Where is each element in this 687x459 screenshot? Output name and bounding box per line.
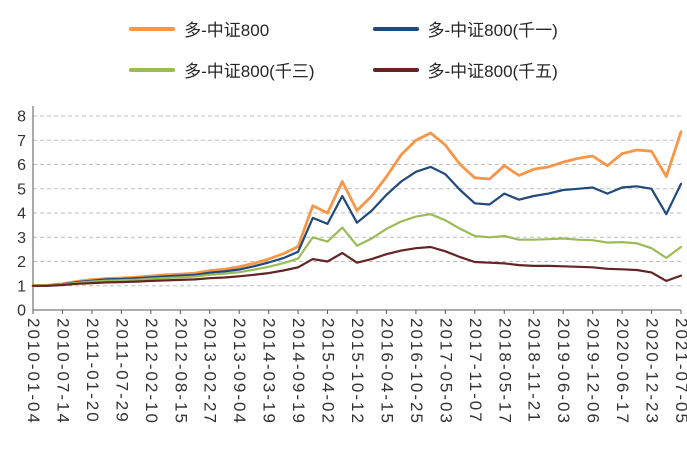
x-axis-tick-label: 2019-06-03	[554, 318, 573, 425]
x-axis-tick-label: 2012-08-15	[171, 318, 190, 425]
y-axis-tick-label: 7	[17, 133, 26, 150]
x-axis-tick-label: 2013-09-04	[230, 318, 249, 425]
x-axis-tick-label: 2019-12-06	[584, 318, 603, 425]
y-axis-tick-label: 5	[17, 181, 26, 198]
x-axis-tick-label: 2011-07-29	[112, 318, 131, 424]
x-axis-tick-label: 2020-06-17	[613, 318, 632, 425]
x-axis-tick-label: 2014-03-19	[260, 318, 279, 425]
y-axis-tick-label: 3	[17, 230, 26, 247]
legend-label-csi800-k3: 多-中证800(千三)	[184, 62, 315, 81]
x-axis-tick-label: 2016-04-15	[377, 318, 396, 425]
x-axis-tick-label: 2010-07-14	[53, 318, 72, 425]
x-axis-tick-label: 2018-11-21	[525, 318, 544, 424]
chart-legend: 多-中证800 多-中证800(千一) 多-中证800(千三) 多-中证800(…	[0, 0, 687, 92]
y-axis-tick-label: 6	[17, 157, 26, 174]
x-axis-tick-label: 2017-05-03	[436, 318, 455, 425]
x-axis-tick-label: 2015-10-12	[348, 318, 367, 425]
x-axis-tick-label: 2018-05-17	[495, 318, 514, 425]
legend-line-swatch-csi800-k1	[372, 26, 419, 31]
x-axis-tick-label: 2021-07-05	[672, 318, 687, 425]
x-axis-tick-label: 2013-02-27	[201, 318, 220, 425]
y-axis-tick-label: 1	[17, 278, 26, 295]
y-axis-tick-label: 2	[17, 254, 26, 271]
legend-item-csi800-k5: 多-中证800(千五)	[372, 57, 558, 82]
x-axis-tick-label: 2014-09-19	[289, 318, 308, 425]
legend-item-csi800-k1: 多-中证800(千一)	[372, 16, 558, 41]
legend-label-csi800-k1: 多-中证800(千一)	[427, 21, 558, 40]
series-line-2	[31, 213, 683, 287]
x-axis-tick-label: 2017-11-07	[466, 318, 485, 424]
line-chart: 0 1 2 3 4 5 6 7 8 2010-01-04 2010-07-14 2011-01-20 2…	[17, 106, 687, 425]
legend-label-csi800-k5: 多-中证800(千五)	[427, 62, 558, 81]
y-axis-tick-label: 8	[17, 109, 26, 126]
legend-item-csi800: 多-中证800	[129, 16, 314, 41]
x-axis-tick-label: 2011-01-20	[83, 318, 102, 424]
series-line-3	[31, 245, 683, 287]
x-axis-tick-label: 2016-10-25	[407, 318, 426, 425]
x-axis-tick-label: 2020-12-23	[643, 318, 662, 425]
y-axis-tick-label: 4	[17, 206, 26, 223]
y-axis-tick-label: 0	[17, 303, 26, 320]
x-axis-tick-label: 2010-01-04	[24, 318, 43, 425]
series-line-1	[31, 165, 683, 287]
legend-line-swatch-csi800-k3	[129, 67, 176, 72]
legend-item-csi800-k3: 多-中证800(千三)	[129, 57, 315, 82]
legend-label-csi800: 多-中证800	[184, 21, 270, 40]
legend-line-swatch-csi800-k5	[372, 67, 419, 72]
legend-line-swatch-csi800	[129, 26, 176, 31]
x-axis-tick-label: 2012-02-10	[142, 318, 161, 425]
x-axis-tick-label: 2015-04-02	[319, 318, 338, 425]
